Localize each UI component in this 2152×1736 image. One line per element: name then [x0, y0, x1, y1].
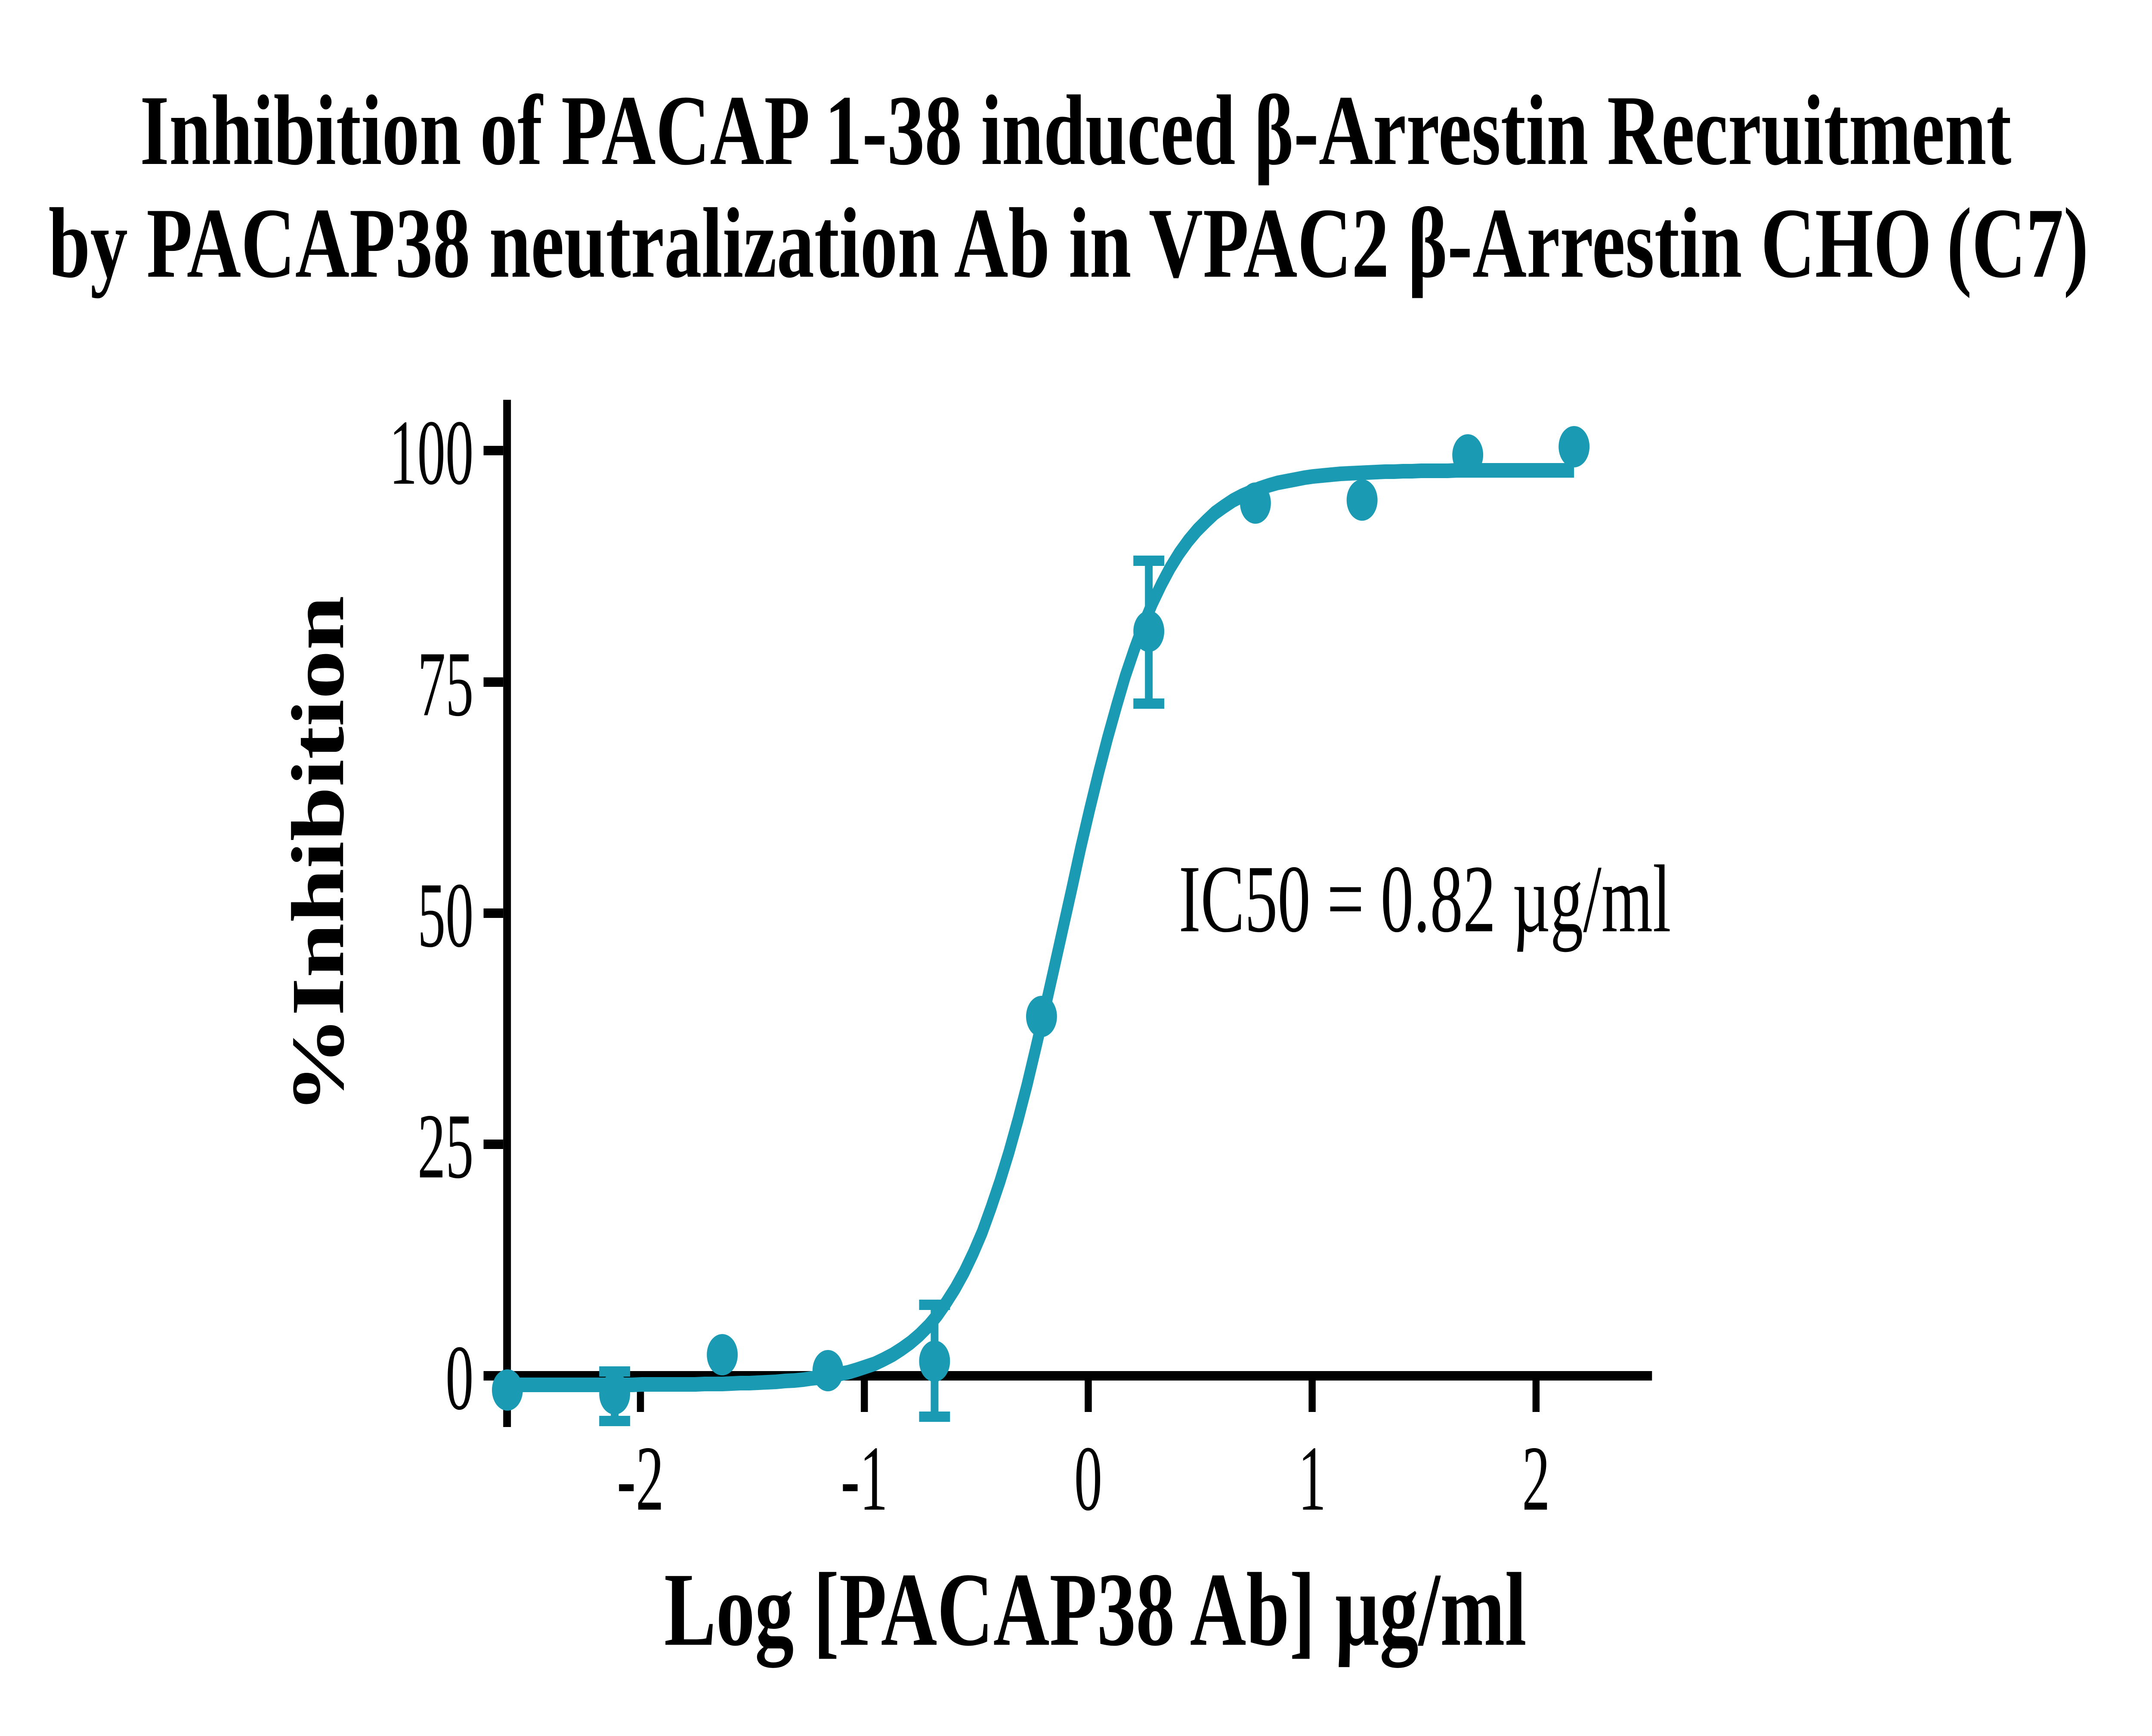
- svg-text:Inhibition of PACAP 1-38 induc: Inhibition of PACAP 1-38 induced β-Arres…: [140, 75, 2011, 186]
- svg-text:IC50 = 0.82 µg/ml: IC50 = 0.82 µg/ml: [1179, 846, 1671, 952]
- svg-text:25: 25: [417, 1095, 473, 1198]
- svg-text:0: 0: [1074, 1427, 1102, 1530]
- svg-text:0: 0: [445, 1327, 473, 1430]
- svg-text:%Inhibition: %Inhibition: [276, 596, 359, 1114]
- svg-text:-2: -2: [617, 1427, 664, 1530]
- svg-text:1: 1: [1298, 1427, 1326, 1530]
- svg-text:75: 75: [417, 633, 473, 736]
- svg-text:2: 2: [1522, 1427, 1550, 1530]
- svg-text:Log [PACAP38 Ab] µg/ml: Log [PACAP38 Ab] µg/ml: [664, 1551, 1527, 1668]
- svg-text:-1: -1: [841, 1427, 888, 1530]
- svg-text:100: 100: [389, 402, 473, 504]
- svg-text:by PACAP38 neutralization Ab i: by PACAP38 neutralization Ab in VPAC2 β-…: [49, 188, 2104, 299]
- svg-text:50: 50: [417, 864, 473, 967]
